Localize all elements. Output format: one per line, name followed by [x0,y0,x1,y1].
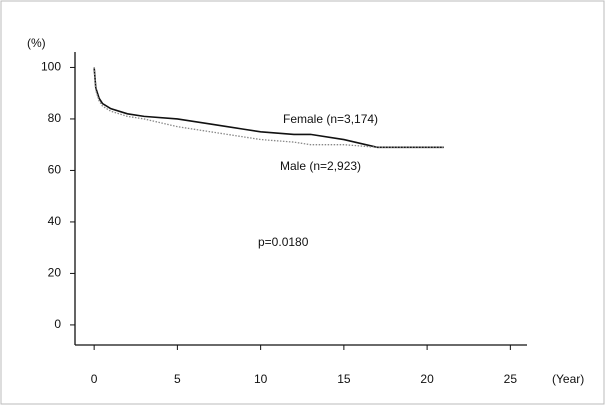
y-tick-label: 80 [48,111,62,125]
y-tick-label: 40 [48,214,62,228]
y-tick-label: 20 [48,266,62,280]
annotation: p=0.0180 [258,235,309,249]
x-tick-label: 5 [174,372,181,386]
y-tick-label: 100 [41,60,61,74]
x-tick-label: 0 [91,372,98,386]
x-tick-label: 20 [420,372,434,386]
y-axis-label: (%) [27,36,46,50]
x-axis-label: (Year) [552,372,584,386]
series-label: Female (n=3,174) [283,112,378,126]
x-tick-label: 25 [504,372,518,386]
survival-line [93,67,444,148]
y-tick-label: 0 [54,317,61,331]
x-tick-label: 10 [254,372,268,386]
y-tick-label: 60 [48,163,62,177]
survival-line [93,67,444,149]
series-label: Male (n=2,923) [280,159,361,173]
x-tick-label: 15 [337,372,351,386]
